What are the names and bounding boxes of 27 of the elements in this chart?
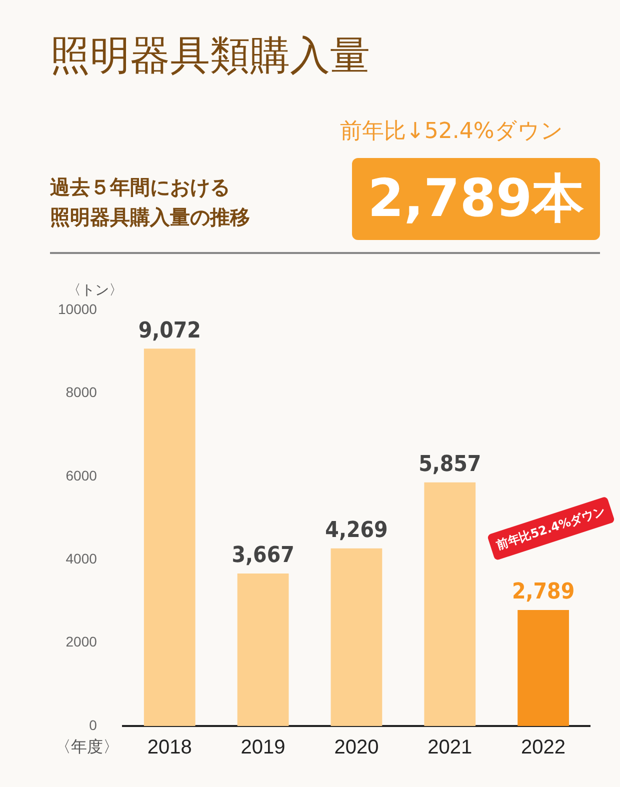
x-tick-label: 2020 [334, 736, 379, 759]
y-tick-label: 4000 [66, 550, 98, 566]
data-label: 5,857 [418, 452, 482, 478]
y-axis-title: 〈トン〉 [66, 282, 123, 299]
y-tick-label: 10000 [58, 300, 98, 317]
data-label: 4,269 [325, 518, 388, 544]
bar [424, 482, 476, 726]
bar [518, 610, 569, 726]
bar [330, 548, 382, 726]
y-tick-label: 8000 [66, 384, 98, 400]
chart-subtitle: 過去５年間における照明器具購入量の推移 [50, 174, 251, 231]
x-axis-title: 〈年度〉 [55, 737, 119, 756]
y-tick-label: 6000 [66, 467, 98, 484]
text: 2,789本 [352, 158, 600, 240]
x-tick-label: 2018 [147, 736, 192, 759]
chart-title: 照明器具類購入量 [50, 32, 370, 81]
data-label: 3,667 [232, 543, 294, 568]
bar [237, 573, 289, 726]
data-label: 2,789 [512, 580, 575, 605]
x-tick-label: 2022 [521, 736, 566, 759]
data-label: 9,072 [138, 318, 201, 344]
x-tick-label: 2021 [428, 736, 472, 759]
text: 前年比↓52.4%ダウン [340, 118, 564, 146]
x-tick-label: 2019 [240, 736, 286, 759]
y-tick-label: 0 [89, 716, 98, 733]
bar [144, 348, 196, 726]
y-tick-label: 2000 [66, 634, 98, 650]
